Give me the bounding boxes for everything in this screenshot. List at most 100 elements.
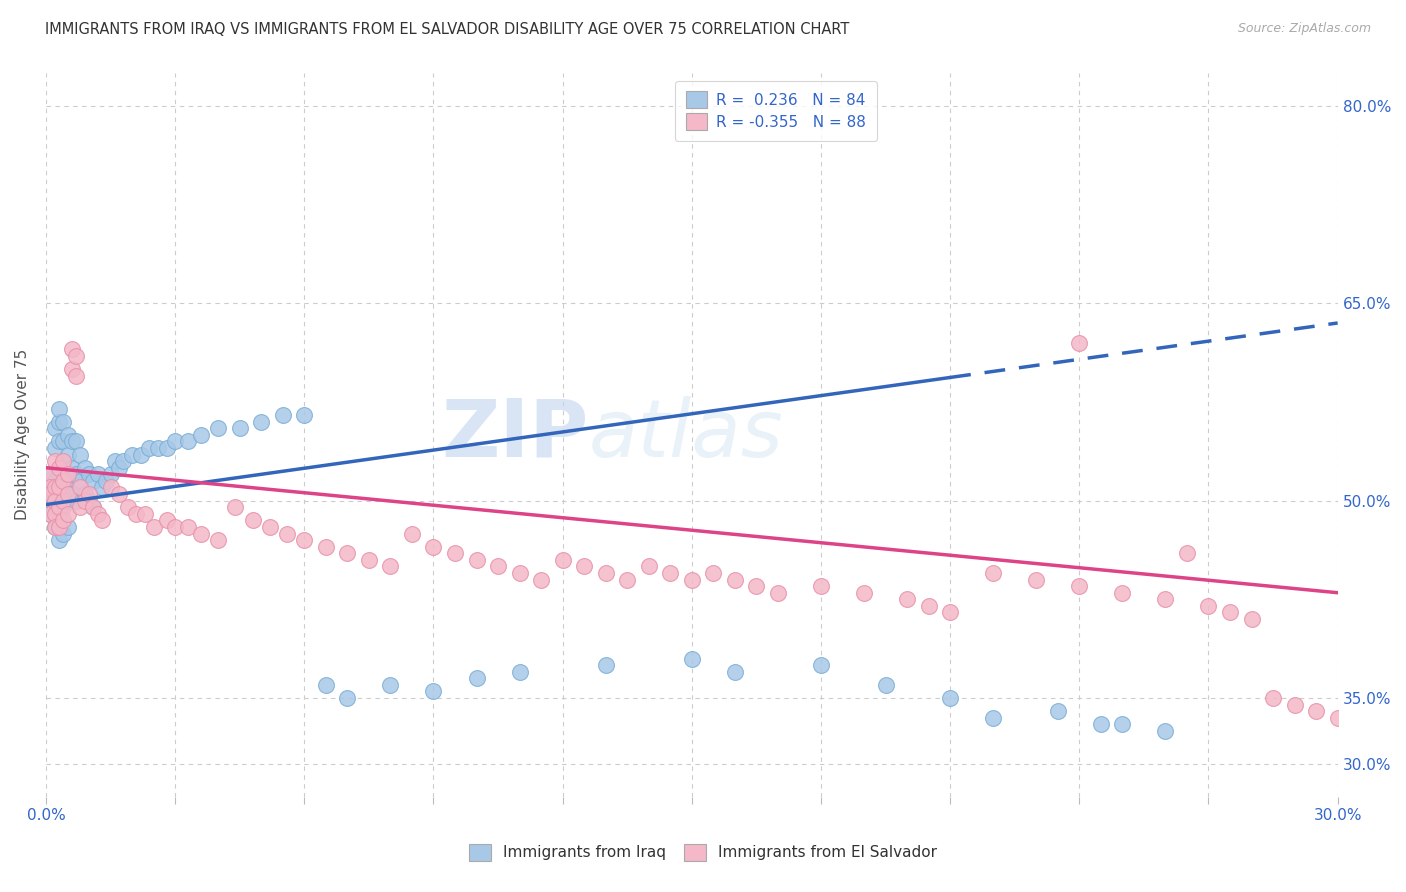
Point xyxy=(56,474,79,488)
Point xyxy=(65,368,87,383)
Point xyxy=(52,526,75,541)
Point xyxy=(1240,612,1263,626)
Point xyxy=(259,520,281,534)
Point xyxy=(48,467,70,482)
Point xyxy=(39,487,62,501)
Point xyxy=(96,474,118,488)
Point xyxy=(48,533,70,547)
Point xyxy=(444,546,467,560)
Point xyxy=(48,500,70,515)
Point xyxy=(65,493,87,508)
Point xyxy=(39,507,62,521)
Point xyxy=(380,678,402,692)
Point xyxy=(52,500,75,515)
Point xyxy=(52,434,75,449)
Point xyxy=(52,513,75,527)
Point xyxy=(595,566,617,580)
Point xyxy=(292,408,315,422)
Point xyxy=(1305,704,1327,718)
Point xyxy=(509,566,531,580)
Text: IMMIGRANTS FROM IRAQ VS IMMIGRANTS FROM EL SALVADOR DISABILITY AGE OVER 75 CORRE: IMMIGRANTS FROM IRAQ VS IMMIGRANTS FROM … xyxy=(45,22,849,37)
Point xyxy=(242,513,264,527)
Point xyxy=(39,480,62,494)
Point xyxy=(190,427,212,442)
Point xyxy=(939,606,962,620)
Point xyxy=(228,421,250,435)
Point xyxy=(91,513,114,527)
Point xyxy=(104,454,127,468)
Point xyxy=(422,540,444,554)
Point xyxy=(1069,335,1091,350)
Point xyxy=(616,573,638,587)
Point xyxy=(69,448,91,462)
Point xyxy=(48,520,70,534)
Point xyxy=(465,671,488,685)
Point xyxy=(315,678,337,692)
Point xyxy=(810,579,832,593)
Point xyxy=(1175,546,1198,560)
Point xyxy=(125,507,148,521)
Point xyxy=(52,454,75,468)
Point xyxy=(44,474,66,488)
Point xyxy=(1154,723,1177,738)
Point xyxy=(100,467,122,482)
Point xyxy=(207,421,229,435)
Point xyxy=(745,579,768,593)
Point xyxy=(48,507,70,521)
Point xyxy=(177,434,200,449)
Point xyxy=(853,585,876,599)
Point xyxy=(39,467,62,482)
Point xyxy=(77,493,100,508)
Point xyxy=(422,684,444,698)
Point xyxy=(44,500,66,515)
Point xyxy=(401,526,423,541)
Point xyxy=(73,460,96,475)
Point xyxy=(465,553,488,567)
Point xyxy=(44,507,66,521)
Point xyxy=(48,434,70,449)
Point xyxy=(48,460,70,475)
Point xyxy=(659,566,682,580)
Point xyxy=(48,401,70,416)
Point xyxy=(52,480,75,494)
Point xyxy=(65,467,87,482)
Point xyxy=(1069,579,1091,593)
Point xyxy=(177,520,200,534)
Point xyxy=(52,474,75,488)
Legend: R =  0.236   N = 84, R = -0.355   N = 88: R = 0.236 N = 84, R = -0.355 N = 88 xyxy=(675,80,877,141)
Point xyxy=(65,434,87,449)
Point xyxy=(82,500,104,515)
Point xyxy=(65,349,87,363)
Point xyxy=(896,592,918,607)
Point xyxy=(112,454,135,468)
Point xyxy=(56,487,79,501)
Point xyxy=(724,665,747,679)
Point xyxy=(44,480,66,494)
Point xyxy=(48,500,70,515)
Point xyxy=(134,507,156,521)
Point xyxy=(39,467,62,482)
Point xyxy=(44,480,66,494)
Point xyxy=(48,487,70,501)
Point xyxy=(1154,592,1177,607)
Point xyxy=(336,690,359,705)
Point xyxy=(572,559,595,574)
Point xyxy=(146,441,169,455)
Point xyxy=(56,493,79,508)
Point xyxy=(1261,690,1284,705)
Legend: Immigrants from Iraq, Immigrants from El Salvador: Immigrants from Iraq, Immigrants from El… xyxy=(461,837,945,868)
Point xyxy=(108,487,131,501)
Point xyxy=(39,487,62,501)
Point xyxy=(48,480,70,494)
Point xyxy=(44,520,66,534)
Point xyxy=(39,480,62,494)
Point xyxy=(39,507,62,521)
Point xyxy=(44,507,66,521)
Point xyxy=(121,448,143,462)
Point xyxy=(48,520,70,534)
Point xyxy=(44,487,66,501)
Text: atlas: atlas xyxy=(589,396,783,474)
Point xyxy=(1046,704,1069,718)
Point xyxy=(530,573,553,587)
Point xyxy=(315,540,337,554)
